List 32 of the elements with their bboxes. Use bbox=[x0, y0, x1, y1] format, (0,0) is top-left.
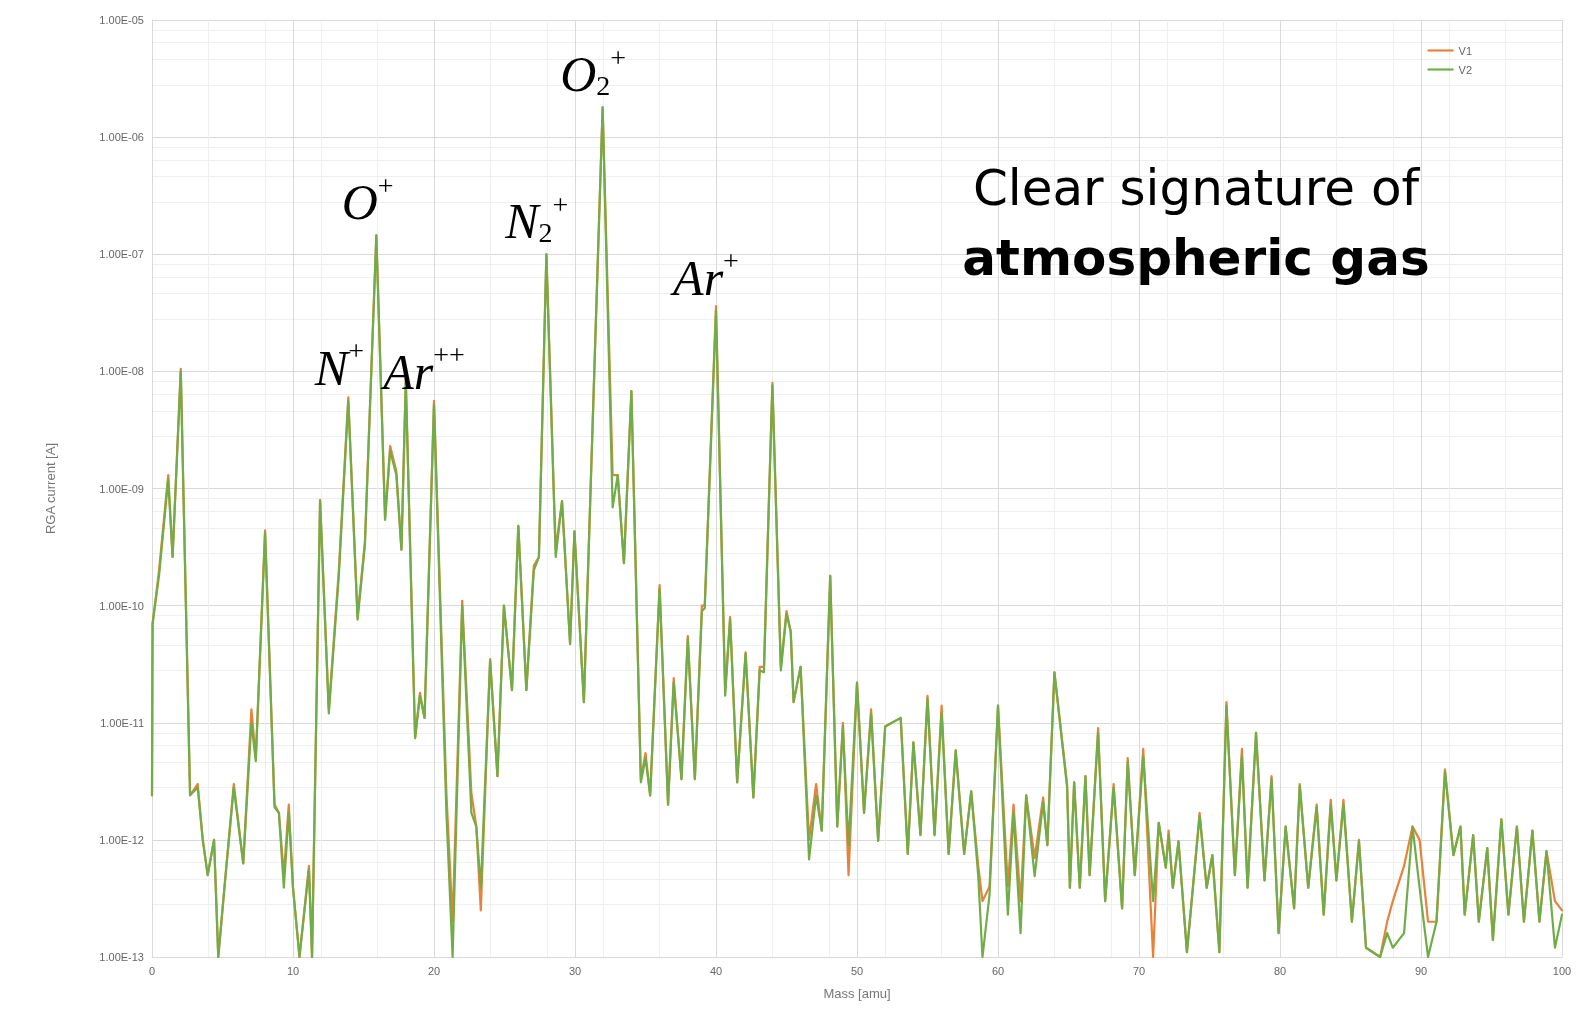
annotation: N2+ bbox=[504, 188, 569, 250]
x-tick-label: 70 bbox=[1132, 964, 1146, 977]
x-tick-label: 0 bbox=[148, 964, 156, 977]
annotation: Ar++ bbox=[380, 339, 465, 400]
y-tick-label: 1.00E-12 bbox=[99, 833, 144, 846]
annotation: O+ bbox=[341, 169, 394, 231]
y-tick-label: 1.00E-06 bbox=[99, 131, 144, 144]
y-tick-label: 1.00E-07 bbox=[99, 248, 144, 261]
y-tick-label: 1.00E-05 bbox=[99, 14, 144, 26]
y-tick-label: 1.00E-10 bbox=[99, 599, 144, 612]
x-tick-label: 50 bbox=[850, 964, 864, 977]
y-tick-label: 1.00E-13 bbox=[99, 951, 144, 963]
y-axis-title: RGA current [A] bbox=[43, 442, 58, 535]
annotation: atmospheric gas bbox=[962, 229, 1430, 287]
x-axis-title: Mass [amu] bbox=[823, 986, 891, 1001]
x-tick-label: 20 bbox=[427, 964, 441, 977]
y-tick-label: 1.00E-08 bbox=[99, 365, 144, 378]
x-tick-label: 90 bbox=[1414, 964, 1428, 977]
y-tick-label: 1.00E-11 bbox=[100, 716, 144, 729]
y-tick-label: 1.00E-09 bbox=[99, 482, 144, 495]
x-tick-label: 100 bbox=[1552, 964, 1572, 977]
annotation: Ar+ bbox=[670, 245, 739, 306]
x-tick-label: 30 bbox=[568, 964, 582, 977]
x-tick-label: 60 bbox=[991, 964, 1005, 977]
x-tick-label: 80 bbox=[1273, 964, 1287, 977]
legend-label: V1 bbox=[1458, 44, 1473, 57]
legend-label: V2 bbox=[1458, 63, 1473, 76]
annotation: O2+ bbox=[560, 41, 627, 103]
x-tick-label: 40 bbox=[709, 964, 723, 977]
x-tick-label: 10 bbox=[286, 964, 300, 977]
annotation: N+ bbox=[313, 335, 364, 396]
annotation: Clear signature of bbox=[972, 159, 1421, 217]
